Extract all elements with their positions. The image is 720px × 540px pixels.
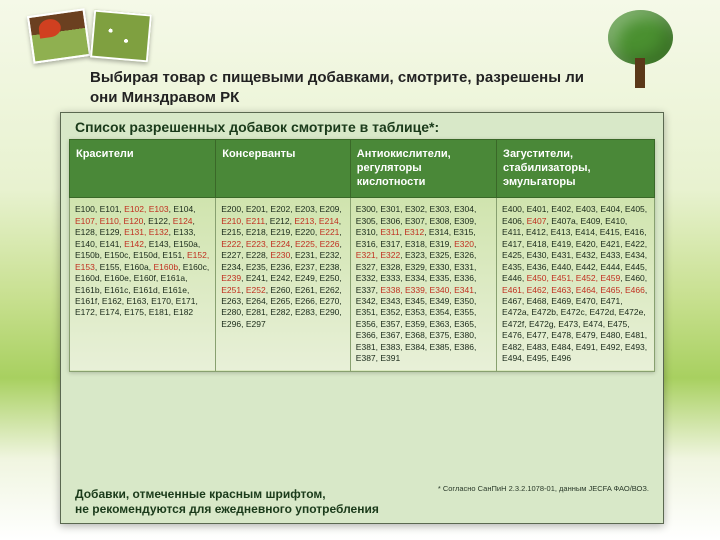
- decorative-photos: [30, 12, 150, 60]
- footer-line1: Добавки, отмеченные красным шрифтом,: [75, 487, 326, 501]
- cell-thickeners: E400, E401, E402, E403, E404, E405, E406…: [497, 198, 655, 372]
- col-header-thickeners: Загустители, стабилизаторы, эмульгаторы: [497, 140, 655, 198]
- footnote: * Согласно СанПиН 2.3.2.1078-01, данным …: [438, 484, 649, 493]
- slide-heading: Выбирая товар с пищевыми добавками, смот…: [90, 68, 590, 107]
- cell-antioxidants: E300, E301, E302, E303, E304, E305, E306…: [350, 198, 496, 372]
- col-header-antioxidants: Антиокислители, регуляторы кислотности: [350, 140, 496, 198]
- additives-panel: Список разрешенных добавок смотрите в та…: [60, 112, 664, 524]
- footer-note: Добавки, отмеченные красным шрифтом, не …: [75, 487, 379, 517]
- additives-table: Красители Консерванты Антиокислители, ре…: [69, 139, 655, 372]
- cell-preservatives: E200, E201, E202, E203, E209, E210, E211…: [216, 198, 351, 372]
- photo-flowers: [90, 10, 152, 63]
- photo-butterfly: [27, 8, 91, 64]
- cell-dyes: E100, E101, E102, E103, E104, E107, E110…: [70, 198, 216, 372]
- footer-line2: не рекомендуются для ежедневного употреб…: [75, 502, 379, 516]
- col-header-dyes: Красители: [70, 140, 216, 198]
- tree-icon: [600, 10, 680, 90]
- table-title: Список разрешенных добавок смотрите в та…: [61, 113, 663, 139]
- col-header-preservatives: Консерванты: [216, 140, 351, 198]
